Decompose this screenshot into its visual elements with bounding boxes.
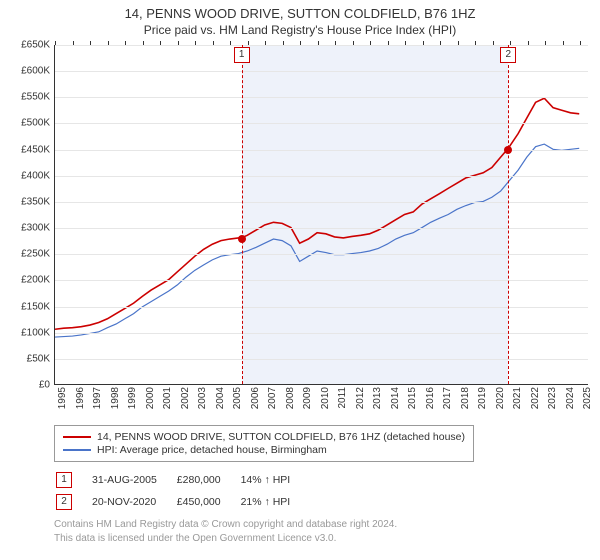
x-axis-labels: 1995 1996 1997 1998 1999 2000 2001 2002 2003 2004… — [54, 387, 588, 421]
y-tick-label: £650K — [21, 40, 50, 51]
event-pct: 14% ↑ HPI — [241, 470, 309, 490]
x-tick-label: 2013 — [372, 387, 383, 409]
y-tick-label: £0 — [39, 380, 50, 391]
x-tick-label: 2005 — [232, 387, 243, 409]
x-tick-label: 1999 — [127, 387, 138, 409]
x-tick-label: 2012 — [355, 387, 366, 409]
y-tick-label: £200K — [21, 275, 50, 286]
legend: 14, PENNS WOOD DRIVE, SUTTON COLDFIELD, … — [54, 425, 474, 462]
y-tick-label: £150K — [21, 301, 50, 312]
x-tick-label: 2010 — [320, 387, 331, 409]
event-marker: 2 — [500, 47, 516, 63]
attribution-line-1: Contains HM Land Registry data © Crown c… — [54, 518, 592, 532]
x-tick-label: 2011 — [337, 387, 348, 409]
legend-item: 14, PENNS WOOD DRIVE, SUTTON COLDFIELD, … — [63, 431, 465, 443]
event-dot — [504, 146, 512, 154]
series-hpi — [55, 144, 579, 337]
event-row: 2 20-NOV-2020£450,00021% ↑ HPI — [56, 492, 308, 512]
event-line — [242, 45, 243, 384]
y-tick-label: £550K — [21, 92, 50, 103]
series-price — [55, 98, 579, 329]
events-table: 1 31-AUG-2005£280,00014% ↑ HPI 2 20-NOV-202… — [54, 468, 310, 514]
x-tick-label: 2025 — [582, 387, 593, 409]
y-tick-label: £100K — [21, 327, 50, 338]
y-tick-label: £600K — [21, 66, 50, 77]
x-tick-label: 2006 — [250, 387, 261, 409]
attribution: Contains HM Land Registry data © Crown c… — [54, 518, 592, 545]
legend-label: 14, PENNS WOOD DRIVE, SUTTON COLDFIELD, … — [97, 431, 465, 443]
x-tick-label: 2014 — [390, 387, 401, 409]
x-tick-label: 2015 — [407, 387, 418, 409]
event-number-box: 1 — [56, 472, 72, 488]
x-tick-label: 2022 — [530, 387, 541, 409]
x-tick-label: 2023 — [547, 387, 558, 409]
x-tick-label: 2000 — [145, 387, 156, 409]
event-dot — [238, 235, 246, 243]
x-tick-label: 2001 — [162, 387, 173, 409]
x-tick-label: 1997 — [92, 387, 103, 409]
legend-item: HPI: Average price, detached house, Birm… — [63, 444, 465, 456]
x-tick-label: 2018 — [460, 387, 471, 409]
plot-area: 12 — [54, 45, 588, 385]
chart-title: 14, PENNS WOOD DRIVE, SUTTON COLDFIELD, … — [8, 6, 592, 21]
event-date: 20-NOV-2020 — [92, 492, 175, 512]
x-tick-label: 1996 — [75, 387, 86, 409]
y-tick-label: £350K — [21, 196, 50, 207]
y-tick-label: £400K — [21, 170, 50, 181]
x-tick-label: 2024 — [565, 387, 576, 409]
y-tick-label: £250K — [21, 249, 50, 260]
event-date: 31-AUG-2005 — [92, 470, 175, 490]
x-tick-label: 2016 — [425, 387, 436, 409]
legend-swatch — [63, 436, 91, 438]
x-tick-label: 1995 — [57, 387, 68, 409]
y-tick-label: £500K — [21, 118, 50, 129]
event-marker: 1 — [234, 47, 250, 63]
chart: £0 £50K £100K £150K £200K £250K £300K £350K £400… — [8, 41, 592, 421]
attribution-line-2: This data is licensed under the Open Gov… — [54, 532, 592, 546]
x-tick-label: 2021 — [512, 387, 523, 409]
x-tick-label: 2003 — [197, 387, 208, 409]
chart-subtitle: Price paid vs. HM Land Registry's House … — [8, 23, 592, 37]
x-tick-label: 2008 — [285, 387, 296, 409]
x-tick-label: 1998 — [110, 387, 121, 409]
x-tick-label: 2004 — [215, 387, 226, 409]
event-line — [508, 45, 509, 384]
event-price: £280,000 — [177, 470, 239, 490]
x-tick-label: 2007 — [267, 387, 278, 409]
event-number-box: 2 — [56, 494, 72, 510]
legend-label: HPI: Average price, detached house, Birm… — [97, 444, 327, 456]
y-tick-label: £450K — [21, 144, 50, 155]
event-row: 1 31-AUG-2005£280,00014% ↑ HPI — [56, 470, 308, 490]
x-tick-label: 2020 — [495, 387, 506, 409]
x-tick-label: 2017 — [442, 387, 453, 409]
y-tick-label: £300K — [21, 223, 50, 234]
x-tick-label: 2009 — [302, 387, 313, 409]
event-price: £450,000 — [177, 492, 239, 512]
x-tick-label: 2019 — [477, 387, 488, 409]
x-tick-label: 2002 — [180, 387, 191, 409]
event-pct: 21% ↑ HPI — [241, 492, 309, 512]
legend-swatch — [63, 449, 91, 451]
y-tick-label: £50K — [27, 353, 50, 364]
y-axis-labels: £0£50K£100K£150K£200K£250K£300K£350K£400… — [8, 45, 52, 385]
